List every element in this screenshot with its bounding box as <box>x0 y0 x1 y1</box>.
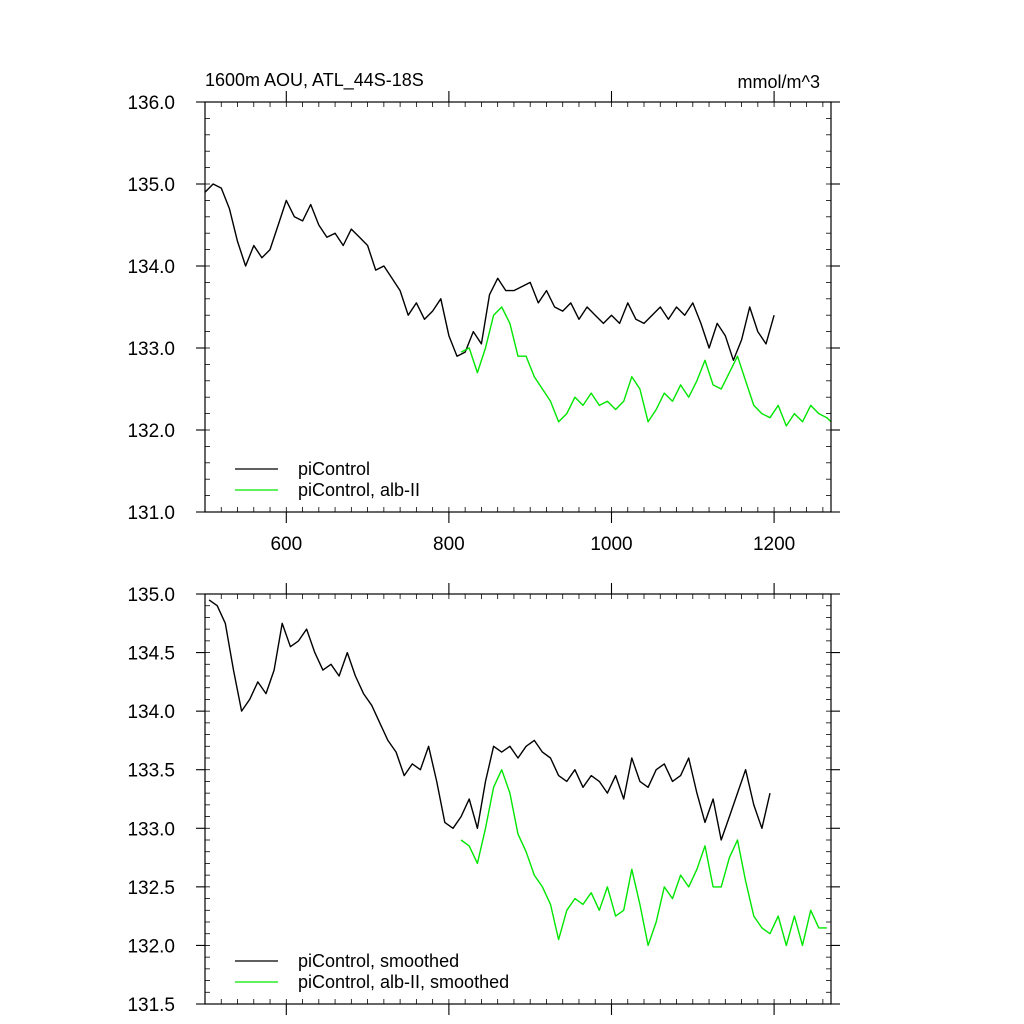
bottom-panel: 131.5 132.0 132.5 133.0 133.5 134.0 134.5 135.0… <box>127 583 840 1016</box>
y-tick-label: 132.0 <box>127 421 175 442</box>
y-tick-label: 131.0 <box>127 503 175 524</box>
y-tick-labels: 131.5 132.0 132.5 133.0 133.5 134.0 134.5 135.0 <box>127 585 175 1016</box>
legend: piControl piControl, alb-II <box>235 459 420 500</box>
legend-label-smoothed: piControl, smoothed <box>298 951 459 971</box>
x-tick-label: 1000 <box>590 534 632 555</box>
y-tick-label: 135.0 <box>127 175 175 196</box>
y-tick-label: 135.0 <box>127 585 175 606</box>
legend-label-piControl: piControl <box>298 459 370 479</box>
y-tick-label: 133.0 <box>127 339 175 360</box>
y-tick-label: 136.0 <box>127 93 175 114</box>
y-tick-labels: 131.0 132.0 133.0 134.0 135.0 136.0 <box>127 93 175 524</box>
y-tick-label: 134.5 <box>127 644 175 665</box>
series-line-alb-II <box>460 769 827 947</box>
axis-ticks <box>196 91 840 523</box>
y-tick-label: 133.0 <box>127 819 175 840</box>
axis-ticks <box>196 583 840 1015</box>
x-tick-labels: 600 800 1000 1200 <box>270 534 795 555</box>
legend: piControl, smoothed piControl, alb-II, s… <box>235 951 509 992</box>
y-tick-label: 134.0 <box>127 702 175 723</box>
y-tick-label: 133.5 <box>127 761 175 782</box>
plot-frame <box>204 593 832 1005</box>
series-line-piControl <box>208 599 771 841</box>
series-line-piControl <box>204 183 775 361</box>
series-line-alb-II <box>460 306 832 427</box>
x-tick-label: 600 <box>270 534 302 555</box>
x-tick-label: 1200 <box>753 534 795 555</box>
series-lines <box>208 599 827 947</box>
legend-label-alb-II-smoothed: piControl, alb-II, smoothed <box>298 972 509 992</box>
plot-frame <box>204 101 832 513</box>
top-panel: 1600m AOU, ATL_44S-18S mmol/m^3 131.0 132… <box>127 70 840 555</box>
units-label: mmol/m^3 <box>738 72 820 92</box>
y-tick-label: 131.5 <box>127 995 175 1016</box>
series-lines <box>204 183 832 427</box>
chart-title: 1600m AOU, ATL_44S-18S <box>205 70 424 91</box>
legend-label-alb-II: piControl, alb-II <box>298 480 420 500</box>
y-tick-label: 132.0 <box>127 936 175 957</box>
y-tick-label: 132.5 <box>127 878 175 899</box>
y-tick-label: 134.0 <box>127 257 175 278</box>
x-tick-label: 800 <box>433 534 465 555</box>
